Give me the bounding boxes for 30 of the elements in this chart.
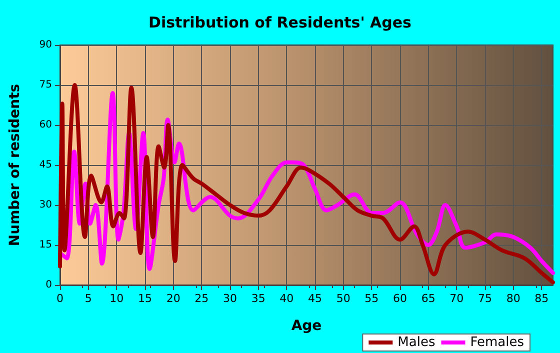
x-tick-label: 15 xyxy=(138,292,152,305)
x-tick-label: 45 xyxy=(308,292,322,305)
x-tick-label: 70 xyxy=(450,292,464,305)
y-tick-label: 75 xyxy=(39,80,52,90)
y-tick-label: 90 xyxy=(39,40,52,50)
legend-label: Males xyxy=(398,335,436,350)
x-tick-label: 20 xyxy=(166,292,180,305)
legend-label: Females xyxy=(470,335,524,350)
x-axis-title: Age xyxy=(291,318,322,334)
y-tick-label: 60 xyxy=(39,120,52,130)
x-tick-label: 65 xyxy=(421,292,436,305)
x-tick-label: 25 xyxy=(194,292,209,305)
x-tick-label: 5 xyxy=(84,292,92,305)
x-tick-label: 10 xyxy=(110,292,124,305)
x-tick-label: 0 xyxy=(56,292,64,305)
x-tick-label: 85 xyxy=(534,292,549,305)
x-tick-label: 50 xyxy=(336,292,350,305)
y-tick-label: 15 xyxy=(39,240,52,250)
x-tick-label: 55 xyxy=(364,292,379,305)
x-tick-label: 60 xyxy=(393,292,407,305)
x-tick-label: 35 xyxy=(251,292,266,305)
x-tick-label: 80 xyxy=(506,292,520,305)
y-tick-label: 30 xyxy=(39,200,52,210)
y-tick-label: 0 xyxy=(46,280,52,290)
x-tick-label: 75 xyxy=(478,292,492,305)
chart-title: Distribution of Residents' Ages xyxy=(148,14,412,32)
x-tick-label: 40 xyxy=(280,292,294,305)
y-axis-title: Number of residents xyxy=(7,84,23,246)
y-tick-label: 45 xyxy=(39,160,52,170)
x-tick-label: 30 xyxy=(223,292,237,305)
